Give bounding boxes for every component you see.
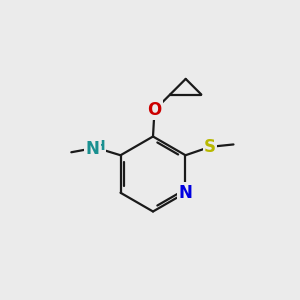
Text: N: N [85, 140, 99, 158]
Text: H: H [94, 139, 105, 153]
Text: S: S [204, 138, 216, 156]
Text: O: O [147, 101, 162, 119]
Text: N: N [178, 184, 192, 202]
